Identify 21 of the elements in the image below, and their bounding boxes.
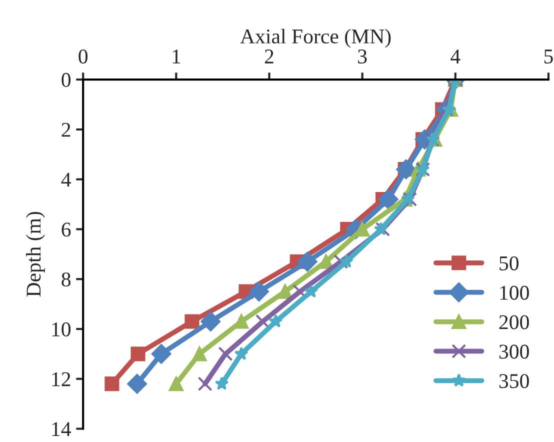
x-tick-label: 3 (358, 50, 367, 64)
y-tick-label: 14 (52, 422, 71, 436)
x-tick-label: 1 (172, 50, 180, 64)
legend-label: 200 (499, 315, 529, 330)
y-tick-label: 0 (62, 72, 70, 87)
y-tick-label: 10 (52, 322, 70, 336)
x-tick-label: 0 (78, 49, 88, 64)
legend-label: 100 (500, 286, 529, 300)
x-tick-label: 2 (264, 50, 274, 64)
y-axis-title: Depth (m) (26, 212, 45, 297)
x-tick-label: 4 (450, 50, 460, 64)
y-tick-label: 12 (52, 372, 70, 386)
y-tick-label: 6 (62, 222, 71, 237)
y-tick-label: 8 (62, 272, 70, 287)
x-tick-label: 5 (544, 50, 553, 64)
legend-label: 50 (500, 256, 518, 270)
legend-label: 350 (499, 374, 529, 388)
y-tick-label: 4 (61, 172, 71, 187)
y-tick-label: 2 (62, 122, 70, 137)
legend-label: 300 (499, 344, 529, 359)
x-axis-title: Axial Force (MN) (240, 28, 391, 48)
